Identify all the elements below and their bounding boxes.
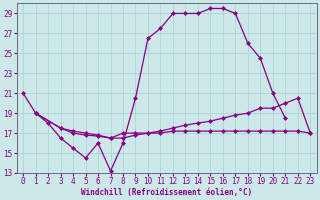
X-axis label: Windchill (Refroidissement éolien,°C): Windchill (Refroidissement éolien,°C) [81,188,252,197]
